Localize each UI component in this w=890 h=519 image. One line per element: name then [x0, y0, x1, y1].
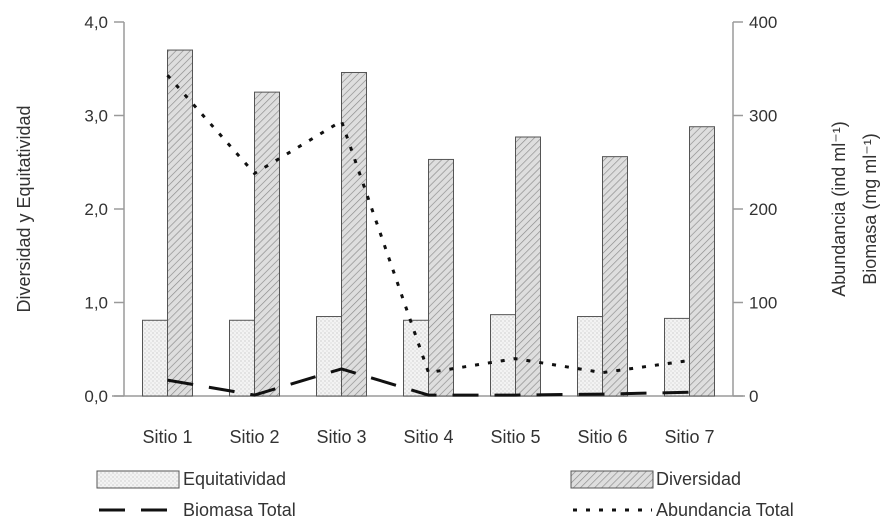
bar-diversidad	[254, 91, 280, 397]
left-tick-label: 0,0	[84, 387, 108, 406]
right-tick-label: 0	[749, 387, 758, 406]
bar-diversidad	[602, 156, 628, 397]
bar-diversidad	[515, 136, 541, 397]
category-label: Sitio 5	[490, 427, 540, 447]
bar-diversidad	[167, 49, 193, 397]
right-axis-ticks: 0 100 200 300 400	[733, 13, 777, 406]
left-tick-label: 3,0	[84, 107, 108, 126]
bar-equitatividad	[490, 314, 516, 397]
right-tick-label: 400	[749, 13, 777, 32]
line-series	[166, 74, 690, 397]
category-label: Sitio 2	[229, 427, 279, 447]
legend-label-equitatividad: Equitatividad	[183, 469, 286, 489]
right-tick-label: 100	[749, 294, 777, 313]
left-axis-title: Diversidad y Equitatividad	[14, 105, 34, 312]
left-tick-label: 1,0	[84, 294, 108, 313]
bar-equitatividad	[664, 317, 690, 397]
category-label: Sitio 4	[403, 427, 453, 447]
right-axis-title-abundancia: Abundancia (ind ml⁻¹)	[829, 121, 849, 297]
legend-label-biomasa: Biomasa Total	[183, 500, 296, 519]
category-label: Sitio 7	[664, 427, 714, 447]
line-abundancia-total	[166, 74, 690, 375]
left-tick-label: 2,0	[84, 200, 108, 219]
line-biomasa-total	[167, 367, 690, 397]
legend-swatch-diversidad	[570, 470, 654, 489]
legend-label-diversidad: Diversidad	[656, 469, 741, 489]
left-axis-ticks: 0,0 1,0 2,0 3,0 4,0	[84, 13, 124, 406]
right-axis-title-biomasa: Biomasa (mg ml⁻¹)	[860, 133, 880, 285]
bar-diversidad	[428, 158, 454, 397]
bar-equitatividad	[316, 316, 342, 397]
legend: Equitatividad Diversidad Biomasa Total A…	[96, 469, 794, 519]
bar-equitatividad	[229, 319, 255, 397]
bar-diversidad	[341, 71, 367, 397]
category-label: Sitio 1	[142, 427, 192, 447]
category-labels: Sitio 1 Sitio 2 Sitio 3 Sitio 4 Sitio 5 Sitio…	[142, 427, 714, 447]
left-tick-label: 4,0	[84, 13, 108, 32]
legend-label-abundancia: Abundancia Total	[656, 500, 794, 519]
bar-diversidad	[689, 126, 715, 397]
legend-swatch-equitatividad	[96, 470, 180, 489]
bars	[142, 49, 715, 397]
right-tick-label: 300	[749, 107, 777, 126]
category-label: Sitio 6	[577, 427, 627, 447]
bar-equitatividad	[577, 316, 603, 397]
category-label: Sitio 3	[316, 427, 366, 447]
bar-equitatividad	[142, 319, 168, 397]
right-tick-label: 200	[749, 200, 777, 219]
